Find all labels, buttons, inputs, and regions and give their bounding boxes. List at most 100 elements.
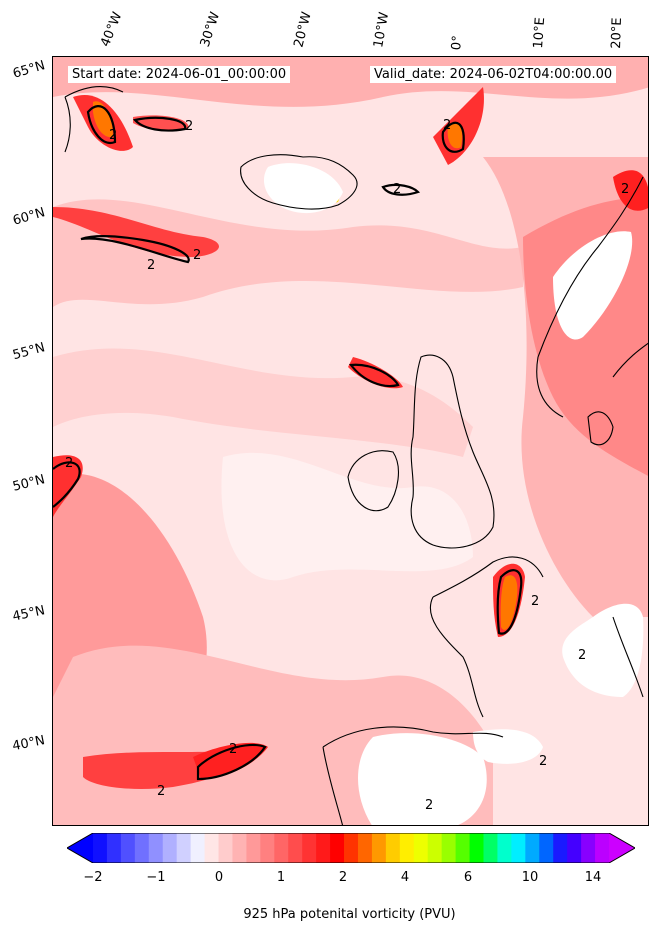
colorbar-label: 925 hPa potenital vorticity (PVU): [243, 907, 456, 922]
colorbar-tick: 1: [276, 870, 286, 885]
colorbar-swatch: [218, 833, 233, 863]
colorbar-swatch: [274, 833, 289, 863]
pv-filament-1: [53, 207, 220, 257]
colorbar-tick: 10: [521, 870, 539, 885]
contour-2pvu-1: [80, 235, 190, 264]
start-date-label: Start date: 2024-06-01_00:00:00: [68, 66, 291, 83]
contour-2pvu-4: [441, 121, 465, 153]
pv-core-1: [93, 101, 113, 138]
colorbar-swatch: [190, 833, 206, 863]
colorbar-swatch: [497, 833, 512, 863]
contour-2pvu-9: [381, 183, 421, 196]
colorbar: [67, 833, 635, 863]
lat-label: 65°N: [11, 58, 47, 82]
lon-label: 40°W: [98, 10, 126, 49]
colorbar-swatch: [567, 833, 582, 863]
colorbar-tick: 2: [338, 870, 348, 885]
contour-2pvu-2: [86, 105, 117, 145]
colorbar-swatch: [385, 833, 401, 863]
lon-label: 20°E: [609, 17, 626, 49]
masked-region-iceland: [263, 163, 343, 214]
contour-label: 2: [443, 118, 451, 133]
pv-core-3: [500, 575, 518, 630]
lon-label: 30°W: [197, 10, 224, 49]
coastline-denmark: [587, 411, 614, 446]
colorbar-swatch: [539, 833, 554, 863]
contour-2pvu-3: [132, 116, 187, 132]
contour-label: 2: [193, 248, 201, 263]
contour-label: 2: [229, 742, 237, 757]
contour-label: 2: [65, 456, 73, 471]
contour-label: 2: [185, 119, 193, 134]
colorbar-swatch: [176, 833, 192, 863]
colorbar-swatch: [344, 833, 359, 863]
colorbar-swatch: [483, 833, 498, 863]
colorbar-tick: 0: [214, 870, 224, 885]
contour-label: 2: [621, 182, 629, 197]
lon-label: 10°W: [371, 11, 393, 50]
colorbar-swatch: [371, 833, 387, 863]
colorbar-swatch: [330, 833, 345, 863]
contour-2pvu-6: [496, 569, 523, 635]
colorbar-swatch: [525, 833, 540, 863]
colorbar-swatch: [455, 833, 471, 863]
colorbar-swatch: [553, 833, 568, 863]
lat-label: 45°N: [11, 603, 47, 625]
contour-label: 2: [578, 648, 586, 663]
colorbar-under-arrow: [67, 833, 93, 863]
pv-filament-8: [193, 742, 268, 779]
colorbar-swatch: [595, 833, 610, 863]
colorbar-swatch: [93, 833, 108, 863]
colorbar-swatch: [316, 833, 331, 863]
coastline-ireland: [347, 450, 399, 512]
coastline-britain: [410, 354, 495, 549]
colorbar-swatch: [302, 833, 317, 863]
masked-region-iberia-2: [473, 729, 543, 764]
colorbar-swatch: [441, 833, 457, 863]
colorbar-swatch: [357, 833, 373, 863]
colorbar-swatch: [399, 833, 415, 863]
colorbar-swatch: [469, 833, 484, 863]
colorbar-swatch: [106, 833, 122, 863]
coastline-greenland: [64, 86, 124, 153]
coastline-iceland: [240, 154, 358, 210]
lat-label: 60°N: [11, 205, 47, 229]
colorbar-swatch: [246, 833, 261, 863]
colorbar-swatch: [581, 833, 596, 863]
colorbar-swatch: [260, 833, 275, 863]
contour-2pvu-8: [53, 461, 81, 508]
colorbar-swatch: [162, 833, 178, 863]
contour-2pvu-5: [348, 363, 400, 388]
lon-label: 20°W: [291, 10, 315, 49]
lat-label: 55°N: [11, 340, 47, 364]
colorbar-tick: 4: [400, 870, 410, 885]
field-band-central: [221, 452, 473, 581]
field-band-atlantic-2: [53, 348, 473, 457]
colorbar-swatch: [134, 833, 150, 863]
contour-label: 2: [147, 258, 155, 273]
field-band-atlantic-1: [53, 199, 523, 307]
pv-core-2: [447, 123, 463, 149]
pv-filament-10: [613, 170, 648, 211]
lon-label: 0°: [449, 34, 466, 51]
valid-date-label: Valid_date: 2024-06-02T04:00:00.00: [370, 66, 617, 83]
colorbar-swatch: [148, 833, 164, 863]
masked-region-alps: [562, 603, 644, 697]
contour-label: 2: [109, 128, 117, 143]
colorbar-tick: 14: [584, 870, 602, 885]
colorbar-swatch: [427, 833, 443, 863]
contour-label: 2: [157, 784, 165, 799]
pv-field-map: 2 2 2 2 2 2 2 2 2 2 2 2 2 2: [53, 57, 648, 825]
masked-region-norway: [553, 231, 633, 340]
coastline-italy: [612, 616, 644, 698]
coastline-france: [429, 556, 544, 718]
colorbar-swatch: [204, 833, 220, 863]
contour-label: 2: [425, 798, 433, 813]
contour-label: 2: [539, 754, 547, 769]
colorbar-over-arrow: [609, 833, 635, 863]
masked-region-corsica: [603, 632, 633, 662]
contour-label: 2: [531, 594, 539, 609]
colorbar-tick: −1: [146, 870, 166, 885]
colorbar-swatch: [413, 833, 429, 863]
coastline-norway: [536, 176, 644, 418]
